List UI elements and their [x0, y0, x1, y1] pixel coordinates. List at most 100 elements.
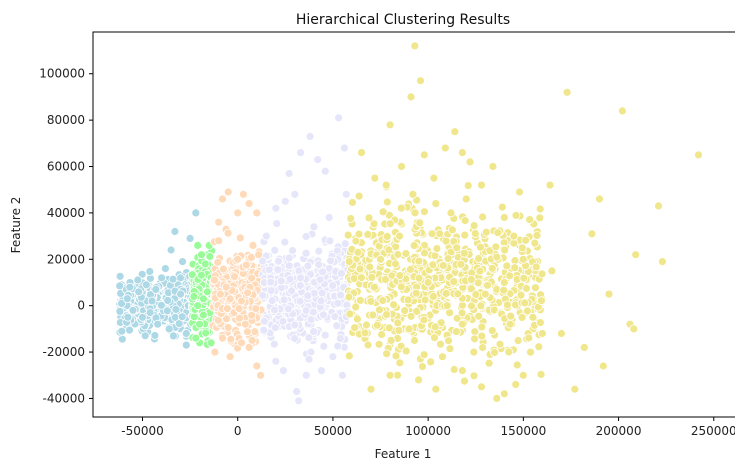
data-point: [505, 319, 515, 329]
data-point: [355, 264, 365, 274]
data-point: [394, 326, 404, 335]
y-axis: -40000 -20000 0 20000 40000 60000 80000 100000: [39, 67, 93, 405]
data-point: [177, 312, 187, 322]
data-point: [423, 278, 433, 287]
data-point: [477, 180, 486, 190]
data-point: [280, 237, 290, 247]
data-point: [134, 287, 144, 297]
data-point: [445, 344, 455, 354]
data-point: [484, 358, 494, 368]
data-point: [397, 162, 406, 171]
data-point: [334, 113, 344, 123]
y-tick-label: -20000: [42, 345, 85, 359]
data-point: [196, 270, 206, 280]
data-point: [400, 306, 410, 316]
y-axis-label: Feature 2: [9, 197, 23, 254]
data-point: [440, 143, 450, 153]
data-point: [658, 257, 667, 267]
data-point: [354, 191, 364, 201]
data-point: [140, 331, 150, 341]
data-point: [195, 319, 205, 329]
data-point: [284, 253, 294, 263]
data-point: [267, 296, 277, 306]
data-point: [133, 275, 143, 285]
data-point: [273, 265, 283, 275]
data-point: [492, 393, 502, 403]
data-point: [369, 219, 379, 229]
data-point: [355, 295, 365, 305]
data-point: [193, 301, 203, 311]
data-point: [314, 246, 324, 256]
data-point: [201, 328, 211, 338]
data-point: [469, 221, 479, 231]
data-point: [499, 278, 509, 287]
data-point: [341, 189, 351, 199]
data-point: [345, 309, 355, 319]
data-point: [266, 286, 276, 296]
data-point: [344, 351, 354, 361]
data-point: [258, 256, 268, 266]
data-point: [414, 256, 424, 266]
data-point: [441, 289, 451, 298]
data-point: [525, 215, 534, 225]
x-tick-label: -50000: [121, 424, 164, 438]
data-point: [481, 227, 491, 237]
data-point: [351, 302, 361, 312]
data-point: [244, 342, 254, 352]
data-point: [393, 318, 403, 328]
data-point: [517, 312, 527, 322]
point-layer: [115, 41, 703, 406]
data-point: [296, 273, 305, 283]
data-point: [449, 365, 459, 374]
data-point: [447, 225, 457, 235]
data-point: [285, 274, 295, 284]
data-point: [435, 229, 445, 239]
x-tick-label: 250000: [691, 424, 735, 438]
data-point: [426, 357, 436, 367]
data-point: [178, 257, 187, 267]
data-point: [478, 212, 488, 222]
data-point: [290, 334, 300, 343]
data-point: [536, 369, 546, 379]
data-point: [284, 261, 294, 271]
data-point: [518, 370, 528, 380]
data-point: [404, 324, 414, 334]
data-point: [419, 350, 429, 360]
data-point: [382, 349, 392, 359]
data-point: [532, 230, 542, 240]
data-point: [214, 217, 224, 227]
data-point: [198, 310, 208, 320]
data-point: [189, 291, 199, 301]
data-point: [344, 292, 354, 302]
data-point: [436, 339, 445, 349]
data-point: [349, 274, 359, 284]
data-point: [382, 231, 392, 241]
data-point: [283, 304, 293, 314]
data-point: [150, 331, 160, 340]
data-point: [237, 338, 246, 348]
data-point: [372, 320, 382, 330]
data-point: [241, 260, 251, 270]
y-tick-label: 100000: [39, 67, 85, 81]
data-point: [438, 352, 447, 362]
data-point: [336, 268, 346, 278]
x-tick-label: 150000: [500, 424, 546, 438]
data-point: [470, 334, 480, 344]
data-point: [164, 324, 174, 334]
data-point: [381, 180, 391, 190]
data-point: [230, 272, 239, 282]
data-point: [157, 273, 167, 283]
data-point: [223, 323, 233, 332]
data-point: [295, 296, 305, 306]
data-point: [206, 338, 216, 348]
data-point: [430, 322, 440, 332]
data-point: [234, 304, 244, 314]
data-point: [166, 245, 176, 255]
x-axis: -50000 0 50000 100000 150000 200000 250000: [121, 417, 735, 438]
data-point: [324, 213, 334, 222]
data-point: [521, 235, 531, 245]
data-point: [378, 207, 388, 217]
data-point: [595, 194, 604, 204]
data-point: [384, 245, 394, 255]
